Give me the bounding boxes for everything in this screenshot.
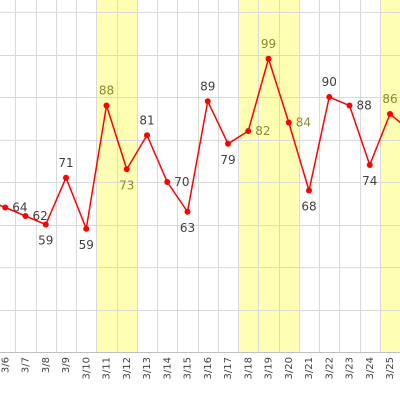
- data-label-3/13: 81: [139, 113, 154, 127]
- data-point-3/6: [2, 204, 9, 211]
- data-label-3/11: 88: [99, 84, 114, 98]
- data-label-3/20: 84: [296, 116, 311, 130]
- data-label-3/18: 82: [255, 124, 270, 138]
- data-point-3/21: [306, 187, 312, 194]
- data-point-3/19: [265, 55, 272, 62]
- data-point-3/8: [42, 221, 49, 228]
- x-tick-label-3/11: 3/11: [102, 357, 113, 379]
- data-point-3/12: [123, 166, 130, 173]
- data-point-3/13: [144, 132, 150, 139]
- x-tick-label-3/8: 3/8: [41, 357, 52, 373]
- x-tick-label-3/21: 3/21: [304, 357, 315, 379]
- x-tick-label-3/14: 3/14: [162, 357, 173, 379]
- data-label-3/12: 73: [119, 178, 134, 192]
- data-point-3/10: [83, 225, 90, 232]
- x-tick-label-3/24: 3/24: [365, 357, 376, 379]
- data-point-3/22: [326, 94, 333, 100]
- data-point-3/23: [346, 102, 353, 109]
- data-point-3/16: [204, 98, 211, 105]
- data-point-3/11: [103, 102, 110, 109]
- data-point-3/7: [22, 213, 29, 219]
- x-tick-label-3/13: 3/13: [142, 357, 153, 379]
- x-tick-label-3/15: 3/15: [183, 357, 194, 379]
- grid: [0, 0, 400, 353]
- data-point-3/20: [285, 119, 292, 126]
- data-label-3/17: 79: [220, 153, 235, 167]
- data-point-3/17: [225, 140, 231, 147]
- x-tick-label-3/6: 3/6: [0, 357, 11, 373]
- highlight-band-1: [238, 0, 299, 352]
- x-tick-label-3/12: 3/12: [122, 357, 133, 379]
- data-label-3/9: 71: [58, 156, 73, 170]
- x-tick-label-3/17: 3/17: [223, 357, 234, 379]
- data-label-3/6: 64: [12, 201, 27, 215]
- x-tick-label-3/19: 3/19: [264, 357, 275, 379]
- x-tick-label-3/9: 3/9: [61, 357, 72, 373]
- x-tick-label-3/7: 3/7: [21, 357, 32, 373]
- data-label-3/10: 59: [79, 238, 94, 252]
- highlight-bands: [96, 0, 400, 352]
- data-label-3/21: 68: [301, 200, 316, 214]
- x-axis-ticks: 3/6 3/7 3/8 3/9 3/10 3/11 3/12 3/13 3/14 3/15 3/16…: [0, 357, 396, 379]
- highlight-band-0: [96, 0, 137, 352]
- data-label-3/14: 70: [174, 175, 189, 189]
- x-tick-label-3/18: 3/18: [243, 357, 254, 379]
- data-label-3/15: 63: [180, 221, 195, 235]
- series-line: [0, 56, 400, 232]
- data-point-3/15: [184, 208, 191, 215]
- data-point-3/14: [164, 179, 171, 185]
- data-label-3/23: 88: [357, 99, 372, 113]
- data-point-3/9: [63, 174, 69, 181]
- series: [0, 55, 400, 232]
- data-label-3/25: 86: [382, 92, 397, 106]
- x-tick-label-3/20: 3/20: [284, 357, 295, 379]
- x-tick-label-3/25: 3/25: [385, 357, 396, 379]
- data-labels: 64 62 59 71 59 88 73 81 70 63 89 79 82 99 84 68 90 88 74 86: [12, 37, 397, 252]
- data-label-3/19: 99: [261, 37, 276, 51]
- data-label-3/22: 90: [322, 75, 337, 89]
- highlight-band-2: [379, 0, 400, 352]
- data-label-3/8: 59: [38, 234, 53, 248]
- data-label-3/7: 62: [33, 209, 48, 223]
- data-label-3/24: 74: [362, 174, 377, 188]
- data-label-3/16: 89: [200, 79, 215, 93]
- data-point-3/25: [387, 111, 393, 117]
- data-point-3/24: [366, 162, 373, 168]
- x-tick-label-3/10: 3/10: [81, 357, 92, 379]
- x-tick-label-3/22: 3/22: [324, 357, 335, 379]
- x-tick-label-3/16: 3/16: [203, 357, 214, 379]
- x-tick-label-3/23: 3/23: [345, 357, 356, 379]
- data-point-3/18: [245, 128, 252, 134]
